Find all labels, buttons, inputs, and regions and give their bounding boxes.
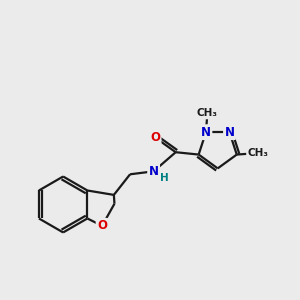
Text: CH₃: CH₃ bbox=[248, 148, 268, 158]
Text: N: N bbox=[224, 126, 235, 139]
Text: CH₃: CH₃ bbox=[197, 108, 218, 118]
Text: N: N bbox=[201, 126, 211, 139]
Text: H: H bbox=[160, 173, 169, 183]
Text: O: O bbox=[150, 131, 160, 144]
Text: N: N bbox=[148, 165, 159, 178]
Text: O: O bbox=[97, 219, 107, 232]
